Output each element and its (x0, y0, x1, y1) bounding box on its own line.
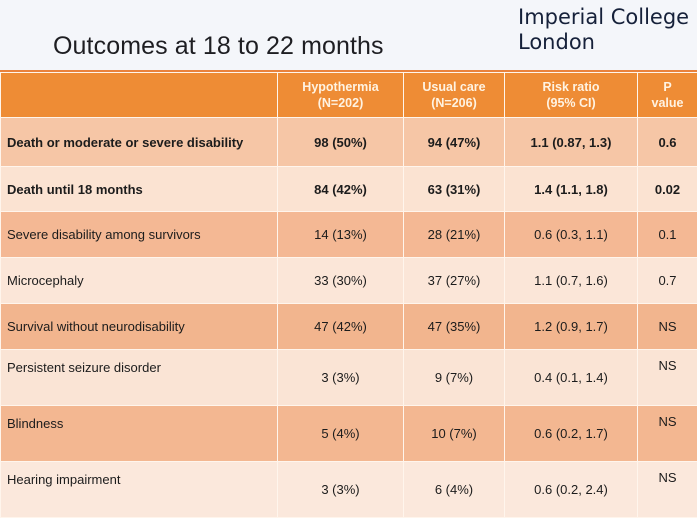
row-p-value-cell: NS (638, 304, 697, 350)
row-hypothermia-cell: 98 (50%) (278, 118, 404, 167)
row-outcome-cell: Death until 18 months (1, 167, 278, 212)
row-usual-care-cell: 63 (31%) (404, 167, 505, 212)
row-outcome-cell: Survival without neurodisability (1, 304, 278, 350)
row-usual-care-cell: 47 (35%) (404, 304, 505, 350)
row-usual-care-cell: 94 (47%) (404, 118, 505, 167)
table-row: Death until 18 months 84 (42%) 63 (31%) … (1, 167, 697, 212)
row-p-value-cell: 0.1 (638, 212, 697, 258)
row-outcome-cell: Hearing impairment (1, 462, 278, 518)
row-hypothermia-cell: 3 (3%) (278, 462, 404, 518)
table-row: Microcephaly 33 (30%) 37 (27%) 1.1 (0.7,… (1, 258, 697, 304)
header-risk-ratio: Risk ratio (95% CI) (505, 73, 638, 118)
outcomes-table-container: Hypothermia (N=202) Usual care (N=206) R… (0, 70, 697, 497)
row-hypothermia-cell: 5 (4%) (278, 406, 404, 462)
row-p-value-cell: NS (638, 462, 697, 518)
row-hypothermia-cell: 33 (30%) (278, 258, 404, 304)
row-risk-ratio-cell: 1.1 (0.87, 1.3) (505, 118, 638, 167)
row-risk-ratio-cell: 1.2 (0.9, 1.7) (505, 304, 638, 350)
row-usual-care-cell: 28 (21%) (404, 212, 505, 258)
slide-title: Outcomes at 18 to 22 months (53, 32, 384, 61)
table-header-row: Hypothermia (N=202) Usual care (N=206) R… (1, 73, 697, 118)
row-risk-ratio-cell: 0.6 (0.2, 2.4) (505, 462, 638, 518)
table-row: Death or moderate or severe disability 9… (1, 118, 697, 167)
header-p-value: P value (638, 73, 697, 118)
row-hypothermia-cell: 3 (3%) (278, 350, 404, 406)
table-row: Hearing impairment 3 (3%) 6 (4%) 0.6 (0.… (1, 462, 697, 518)
row-usual-care-cell: 9 (7%) (404, 350, 505, 406)
row-hypothermia-cell: 47 (42%) (278, 304, 404, 350)
row-outcome-cell: Blindness (1, 406, 278, 462)
header-outcome (1, 73, 278, 118)
row-usual-care-cell: 6 (4%) (404, 462, 505, 518)
imperial-college-logo: Imperial College London (518, 5, 689, 55)
header-usual-care: Usual care (N=206) (404, 73, 505, 118)
header-risk-ratio-line-1: Risk ratio (543, 80, 600, 94)
row-risk-ratio-cell: 1.1 (0.7, 1.6) (505, 258, 638, 304)
row-usual-care-cell: 37 (27%) (404, 258, 505, 304)
table-row: Persistent seizure disorder 3 (3%) 9 (7%… (1, 350, 697, 406)
header-hypothermia-line-2: (N=202) (318, 96, 364, 110)
table-row: Survival without neurodisability 47 (42%… (1, 304, 697, 350)
header-p-value-line-2: value (652, 96, 684, 110)
row-risk-ratio-cell: 0.4 (0.1, 1.4) (505, 350, 638, 406)
row-p-value-cell: NS (638, 406, 697, 462)
row-usual-care-cell: 10 (7%) (404, 406, 505, 462)
row-hypothermia-cell: 14 (13%) (278, 212, 404, 258)
row-outcome-cell: Death or moderate or severe disability (1, 118, 278, 167)
header-hypothermia: Hypothermia (N=202) (278, 73, 404, 118)
row-p-value-cell: 0.7 (638, 258, 697, 304)
header-p-value-line-1: P (663, 80, 671, 94)
header-usual-care-line-2: (N=206) (431, 96, 477, 110)
row-risk-ratio-cell: 0.6 (0.3, 1.1) (505, 212, 638, 258)
logo-line-1: Imperial College (518, 5, 689, 30)
row-hypothermia-cell: 84 (42%) (278, 167, 404, 212)
table-row: Blindness 5 (4%) 10 (7%) 0.6 (0.2, 1.7) … (1, 406, 697, 462)
row-p-value-cell: 0.6 (638, 118, 697, 167)
logo-line-2: London (518, 30, 689, 55)
header-risk-ratio-line-2: (95% CI) (546, 96, 595, 110)
row-p-value-cell: NS (638, 350, 697, 406)
header-hypothermia-line-1: Hypothermia (302, 80, 378, 94)
outcomes-table: Hypothermia (N=202) Usual care (N=206) R… (0, 72, 697, 518)
row-outcome-cell: Severe disability among survivors (1, 212, 278, 258)
header-usual-care-line-1: Usual care (422, 80, 485, 94)
row-outcome-cell: Persistent seizure disorder (1, 350, 278, 406)
row-p-value-cell: 0.02 (638, 167, 697, 212)
row-risk-ratio-cell: 0.6 (0.2, 1.7) (505, 406, 638, 462)
row-outcome-cell: Microcephaly (1, 258, 278, 304)
row-risk-ratio-cell: 1.4 (1.1, 1.8) (505, 167, 638, 212)
table-row: Severe disability among survivors 14 (13… (1, 212, 697, 258)
